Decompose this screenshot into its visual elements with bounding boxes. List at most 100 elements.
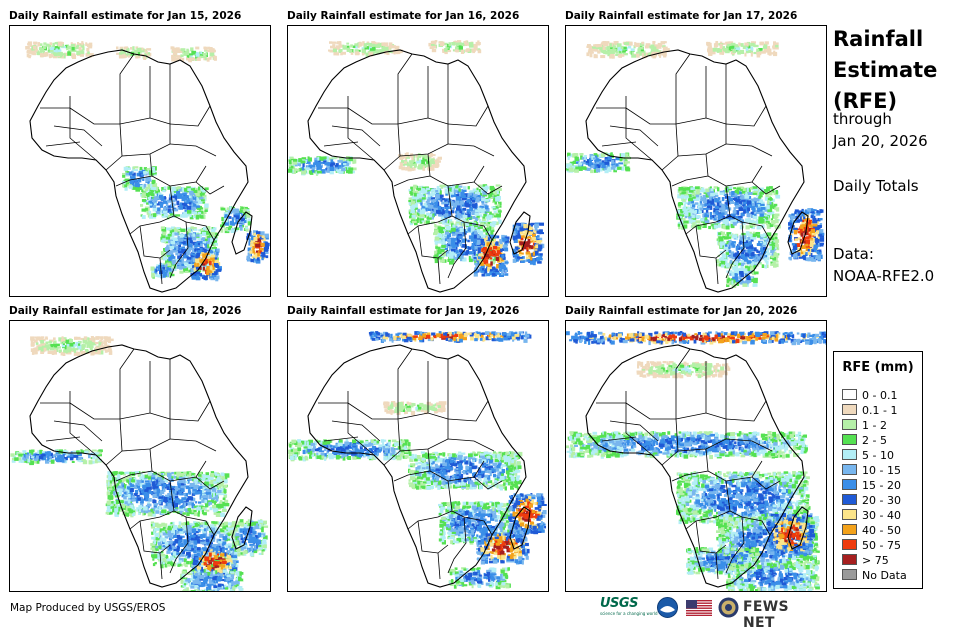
- legend-item: 10 - 15: [842, 464, 901, 477]
- country-border: [448, 401, 488, 421]
- country-border: [170, 106, 210, 126]
- legend-label: 40 - 50: [862, 524, 901, 537]
- country-border: [106, 124, 122, 170]
- data-label: Data:: [833, 243, 874, 265]
- usgs-tagline: science for a changing world: [600, 611, 658, 616]
- legend-item: 5 - 10: [842, 449, 894, 462]
- country-border: [626, 108, 676, 124]
- legend-swatch: [842, 494, 857, 505]
- panel-title: Daily Rainfall estimate for Jan 17, 2026: [565, 10, 797, 22]
- country-border: [678, 124, 726, 156]
- legend-swatch: [842, 464, 857, 475]
- country-border: [122, 124, 170, 156]
- legend-label: 15 - 20: [862, 479, 901, 492]
- legend-item: 15 - 20: [842, 479, 901, 492]
- legend-item: 20 - 30: [842, 494, 901, 507]
- data-source: NOAA-RFE2.0: [833, 265, 934, 287]
- country-border: [318, 96, 348, 108]
- fews-net-logo: FEWS NET: [743, 599, 825, 631]
- rainfall-field: [566, 41, 824, 288]
- legend-label: 2 - 5: [862, 434, 887, 447]
- rainfall-map: [9, 320, 271, 592]
- legend-item: 1 - 2: [842, 419, 887, 432]
- title-line: Rainfall: [833, 24, 937, 55]
- rainfall-map: [9, 25, 271, 297]
- country-border: [120, 413, 170, 419]
- country-border: [54, 421, 102, 441]
- legend-label: 10 - 15: [862, 464, 901, 477]
- country-border: [70, 403, 120, 419]
- legend-label: 0 - 0.1: [862, 389, 897, 402]
- product-title: Rainfall Estimate (RFE): [833, 24, 937, 117]
- legend-label: 50 - 75: [862, 539, 901, 552]
- country-border: [70, 403, 96, 455]
- country-border: [400, 124, 448, 156]
- country-border: [626, 403, 676, 419]
- legend-swatch: [842, 509, 857, 520]
- country-border: [332, 126, 380, 146]
- legend-swatch: [842, 524, 857, 535]
- legend-label: 0.1 - 1: [862, 404, 897, 417]
- legend-item: No Data: [842, 569, 907, 582]
- country-border: [384, 124, 400, 170]
- credit-text: Map Produced by USGS/EROS: [10, 602, 165, 614]
- country-border: [438, 553, 440, 579]
- legend-item: 40 - 50: [842, 524, 901, 537]
- legend-item: 30 - 40: [842, 509, 901, 522]
- legend-swatch: [842, 479, 857, 490]
- country-border: [348, 108, 374, 160]
- end-date: Jan 20, 2026: [833, 130, 928, 152]
- country-border: [398, 54, 412, 124]
- country-border: [430, 166, 484, 186]
- partner-logos: USGS science for a changing world FEWS N…: [600, 596, 825, 620]
- country-border: [152, 166, 206, 186]
- country-border: [438, 258, 440, 284]
- country-border: [40, 391, 70, 403]
- legend-swatch: [842, 569, 857, 580]
- country-border: [726, 106, 766, 126]
- rainfall-legend: RFE (mm) 0 - 0.1 0.1 - 1 1 - 2 2 - 5 5 - 10 1…: [833, 351, 923, 589]
- usgs-logo: USGS: [600, 596, 638, 611]
- panel-title: Daily Rainfall estimate for Jan 18, 2026: [9, 305, 241, 317]
- country-border: [726, 144, 772, 156]
- legend-swatch: [842, 554, 857, 565]
- legend-label: No Data: [862, 569, 907, 582]
- country-border: [448, 439, 494, 451]
- country-border: [596, 391, 626, 403]
- country-border: [70, 108, 96, 160]
- country-border: [120, 54, 134, 124]
- legend-title: RFE (mm): [834, 360, 922, 375]
- legend-item: > 75: [842, 554, 889, 567]
- legend-swatch: [842, 449, 857, 460]
- legend-item: 0 - 0.1: [842, 389, 897, 402]
- country-border: [120, 349, 134, 419]
- noaa-logo-icon: [657, 597, 678, 618]
- country-border: [348, 108, 398, 124]
- country-border: [610, 126, 658, 146]
- legend-item: 2 - 5: [842, 434, 887, 447]
- legend-label: 30 - 40: [862, 509, 901, 522]
- country-border: [170, 144, 216, 156]
- rainfall-map: [565, 320, 827, 592]
- country-border: [332, 421, 380, 441]
- legend-item: 0.1 - 1: [842, 404, 897, 417]
- country-border: [672, 154, 708, 186]
- legend-swatch: [842, 419, 857, 430]
- africa-coastline: [30, 345, 248, 587]
- country-border: [448, 144, 494, 156]
- country-border: [676, 413, 726, 419]
- rainfall-map: [287, 25, 549, 297]
- country-border: [120, 118, 170, 124]
- country-border: [46, 142, 80, 146]
- country-border: [398, 118, 448, 124]
- through-label: through: [833, 108, 892, 130]
- title-line: Estimate: [833, 55, 937, 86]
- country-border: [676, 349, 690, 419]
- country-border: [46, 437, 80, 441]
- country-border: [708, 166, 762, 186]
- country-border: [318, 391, 348, 403]
- country-border: [54, 126, 102, 146]
- country-border: [676, 118, 726, 124]
- rainfall-map: [287, 320, 549, 592]
- country-border: [400, 419, 448, 451]
